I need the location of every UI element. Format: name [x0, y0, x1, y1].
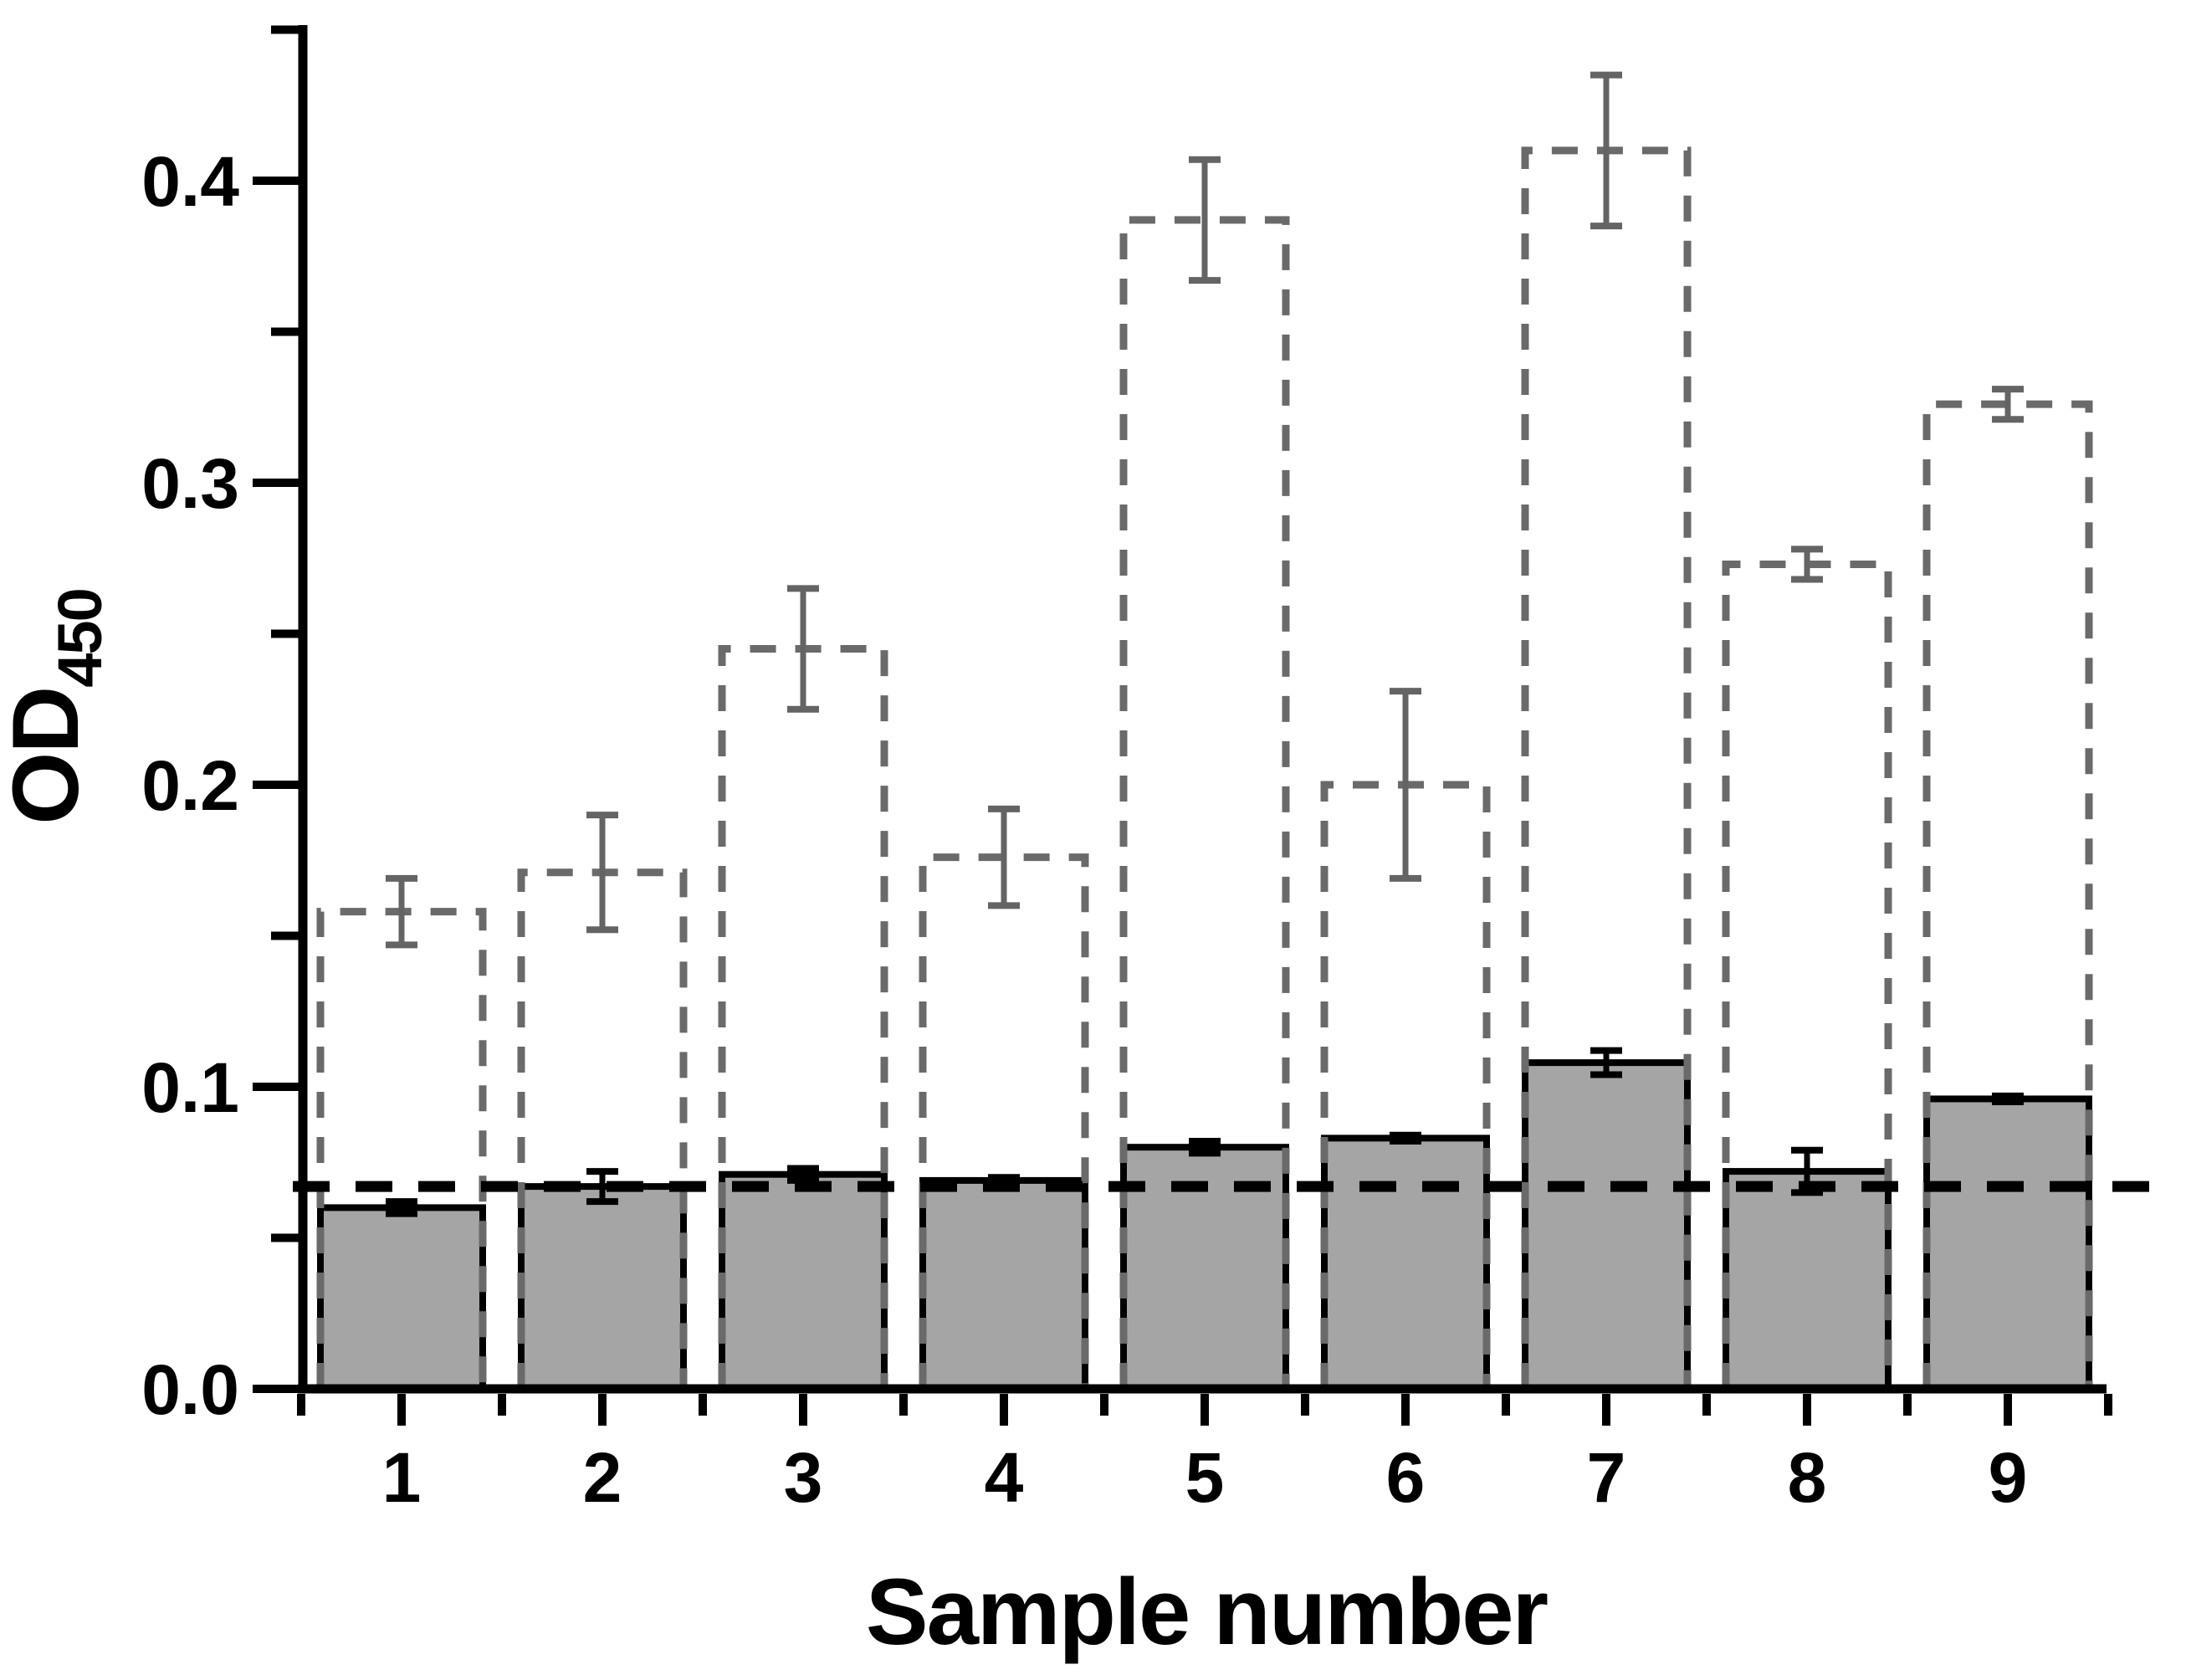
x-tick-label-2: 2 — [583, 1438, 622, 1517]
solid-bar-sample-7 — [1522, 1059, 1691, 1392]
y-tick-label-0.4: 0.4 — [141, 142, 239, 221]
x-axis-title: Sample number — [865, 1560, 1549, 1664]
x-tick-label-5: 5 — [1185, 1438, 1225, 1517]
dashed-bar-sample-9 — [1922, 400, 2093, 1389]
x-tick-label-1: 1 — [382, 1438, 422, 1517]
dashed-bar-sample-5 — [1119, 216, 1290, 1389]
solid-bar-sample-9 — [1923, 1095, 2092, 1392]
y-tick-label-0.3: 0.3 — [141, 444, 239, 523]
x-tick-label-8: 8 — [1788, 1438, 1827, 1517]
solid-bar-sample-1 — [317, 1204, 486, 1393]
solid-bar-sample-3 — [719, 1170, 888, 1392]
y-tick-label-0.2: 0.2 — [141, 746, 239, 825]
solid-bar-sample-8 — [1723, 1168, 1892, 1392]
y-tick-label-0.1: 0.1 — [141, 1048, 239, 1127]
x-tick-label-6: 6 — [1386, 1438, 1426, 1517]
solid-bar-sample-6 — [1321, 1135, 1490, 1392]
y-axis-title-main: OD — [0, 687, 98, 825]
x-tick-label-9: 9 — [1989, 1438, 2028, 1517]
y-axis-title: OD450 — [0, 589, 115, 824]
y-axis-title-subscript: 450 — [45, 589, 115, 688]
x-tick-label-4: 4 — [985, 1438, 1024, 1517]
y-tick-label-0.0: 0.0 — [141, 1350, 239, 1429]
x-tick-label-7: 7 — [1587, 1438, 1626, 1517]
x-tick-label-3: 3 — [784, 1438, 823, 1517]
solid-bar-sample-2 — [518, 1183, 687, 1392]
solid-bar-sample-4 — [919, 1176, 1088, 1393]
